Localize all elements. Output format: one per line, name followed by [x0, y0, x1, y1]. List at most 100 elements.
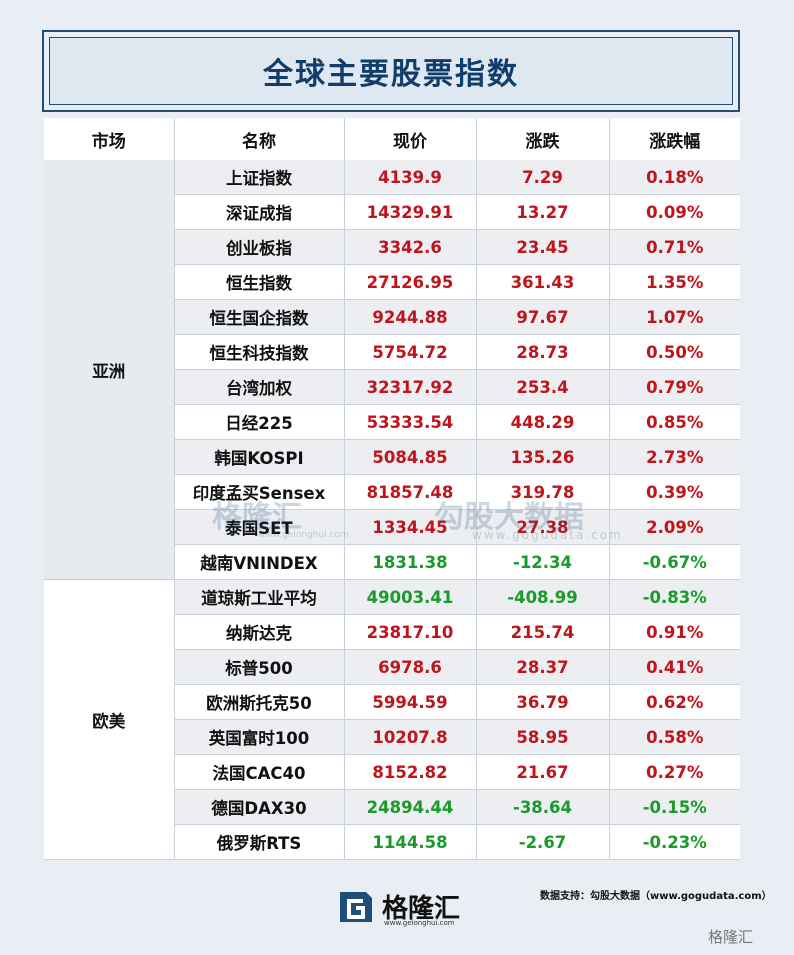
price-cell: 1334.45 — [344, 509, 477, 545]
table-row: 恒生国企指数 9244.88 97.67 1.07% — [44, 299, 740, 335]
change-pct-cell: 0.62% — [609, 684, 740, 720]
table-row: 台湾加权 32317.92 253.4 0.79% — [44, 369, 740, 405]
index-name: 恒生国企指数 — [174, 299, 345, 335]
change-cell: -38.64 — [476, 789, 610, 825]
change-cell: 23.45 — [476, 229, 610, 265]
price-cell: 24894.44 — [344, 789, 477, 825]
gelonghui-logo-icon — [340, 892, 372, 922]
change-cell: 36.79 — [476, 684, 610, 720]
index-name: 恒生指数 — [174, 264, 345, 300]
index-name: 恒生科技指数 — [174, 334, 345, 370]
change-cell: 21.67 — [476, 754, 610, 790]
price-cell: 49003.41 — [344, 579, 477, 615]
table-row: 标普500 6978.6 28.37 0.41% — [44, 649, 740, 685]
index-name: 法国CAC40 — [174, 754, 345, 790]
price-cell: 9244.88 — [344, 299, 477, 335]
price-cell: 14329.91 — [344, 194, 477, 230]
title-banner: 全球主要股票指数 — [49, 37, 733, 105]
price-cell: 81857.48 — [344, 474, 477, 510]
index-name: 德国DAX30 — [174, 789, 345, 825]
price-cell: 53333.54 — [344, 404, 477, 440]
index-name: 道琼斯工业平均 — [174, 579, 345, 615]
price-cell: 5994.59 — [344, 684, 477, 720]
price-cell: 5754.72 — [344, 334, 477, 370]
price-cell: 32317.92 — [344, 369, 477, 405]
table-row: 日经225 53333.54 448.29 0.85% — [44, 404, 740, 440]
header-market: 市场 — [44, 118, 175, 160]
change-pct-cell: 0.50% — [609, 334, 740, 370]
price-cell: 4139.9 — [344, 160, 477, 195]
footer-logo: 格隆汇 www.gelonghui.com — [336, 886, 466, 930]
change-pct-cell: 1.35% — [609, 264, 740, 300]
table-row: 越南VNINDEX 1831.38 -12.34 -0.67% — [44, 544, 740, 580]
index-name: 创业板指 — [174, 229, 345, 265]
data-source-note: 数据支持：勾股大数据（www.gogudata.com） — [540, 891, 772, 902]
price-cell: 27126.95 — [344, 264, 477, 300]
price-cell: 8152.82 — [344, 754, 477, 790]
change-pct-cell: -0.23% — [609, 824, 740, 860]
index-name: 深证成指 — [174, 194, 345, 230]
change-pct-cell: 2.73% — [609, 439, 740, 475]
table-row: 印度孟买Sensex 81857.48 319.78 0.39% — [44, 474, 740, 510]
change-pct-cell: 0.71% — [609, 229, 740, 265]
change-pct-cell: 0.27% — [609, 754, 740, 790]
table-row: 欧美 道琼斯工业平均 49003.41 -408.99 -0.83% — [44, 579, 740, 860]
change-cell: 28.73 — [476, 334, 610, 370]
index-name: 台湾加权 — [174, 369, 345, 405]
header-price: 现价 — [344, 118, 477, 160]
change-cell: -408.99 — [476, 579, 610, 615]
header-change: 涨跌 — [476, 118, 610, 160]
header-change-pct: 涨跌幅 — [609, 118, 740, 160]
table-row: 泰国SET 1334.45 27.38 2.09% — [44, 509, 740, 545]
table-header-row: 市场 名称 现价 涨跌 涨跌幅 — [44, 118, 740, 160]
index-name: 标普500 — [174, 649, 345, 685]
change-pct-cell: -0.67% — [609, 544, 740, 580]
table-row: 英国富时100 10207.8 58.95 0.58% — [44, 719, 740, 755]
table-row: 恒生科技指数 5754.72 28.73 0.50% — [44, 334, 740, 370]
price-cell: 23817.10 — [344, 614, 477, 650]
change-pct-cell: 1.07% — [609, 299, 740, 335]
price-cell: 1144.58 — [344, 824, 477, 860]
change-cell: 97.67 — [476, 299, 610, 335]
price-cell: 5084.85 — [344, 439, 477, 475]
index-name: 越南VNINDEX — [174, 544, 345, 580]
table-row: 俄罗斯RTS 1144.58 -2.67 -0.23% — [44, 824, 740, 860]
index-name: 上证指数 — [174, 160, 345, 195]
index-name: 泰国SET — [174, 509, 345, 545]
index-name: 日经225 — [174, 404, 345, 440]
change-cell: 28.37 — [476, 649, 610, 685]
price-cell: 1831.38 — [344, 544, 477, 580]
change-cell: 58.95 — [476, 719, 610, 755]
title-frame: 全球主要股票指数 — [42, 30, 740, 112]
table-row: 欧洲斯托克50 5994.59 36.79 0.62% — [44, 684, 740, 720]
change-pct-cell: 0.09% — [609, 194, 740, 230]
table-row: 深证成指 14329.91 13.27 0.09% — [44, 194, 740, 230]
table-row: 恒生指数 27126.95 361.43 1.35% — [44, 264, 740, 300]
change-pct-cell: 2.09% — [609, 509, 740, 545]
table-row: 韩国KOSPI 5084.85 135.26 2.73% — [44, 439, 740, 475]
price-cell: 10207.8 — [344, 719, 477, 755]
table-row: 亚洲 上证指数 4139.9 7.29 0.18% — [44, 160, 740, 580]
change-cell: -12.34 — [476, 544, 610, 580]
index-name: 韩国KOSPI — [174, 439, 345, 475]
region-asia: 亚洲 — [44, 160, 175, 580]
table-row: 创业板指 3342.6 23.45 0.71% — [44, 229, 740, 265]
change-cell: 13.27 — [476, 194, 610, 230]
change-cell: 253.4 — [476, 369, 610, 405]
change-pct-cell: 0.58% — [609, 719, 740, 755]
index-name: 俄罗斯RTS — [174, 824, 345, 860]
change-pct-cell: -0.15% — [609, 789, 740, 825]
price-cell: 3342.6 — [344, 229, 477, 265]
region-west: 欧美 — [44, 579, 175, 860]
change-cell: 135.26 — [476, 439, 610, 475]
change-cell: 27.38 — [476, 509, 610, 545]
change-pct-cell: 0.39% — [609, 474, 740, 510]
header-name: 名称 — [174, 118, 345, 160]
index-name: 欧洲斯托克50 — [174, 684, 345, 720]
change-cell: 215.74 — [476, 614, 610, 650]
change-cell: 448.29 — [476, 404, 610, 440]
change-cell: -2.67 — [476, 824, 610, 860]
corner-watermark: 格隆汇 — [708, 928, 754, 946]
change-pct-cell: 0.41% — [609, 649, 740, 685]
footer-logo-url: www.gelonghui.com — [384, 919, 455, 927]
